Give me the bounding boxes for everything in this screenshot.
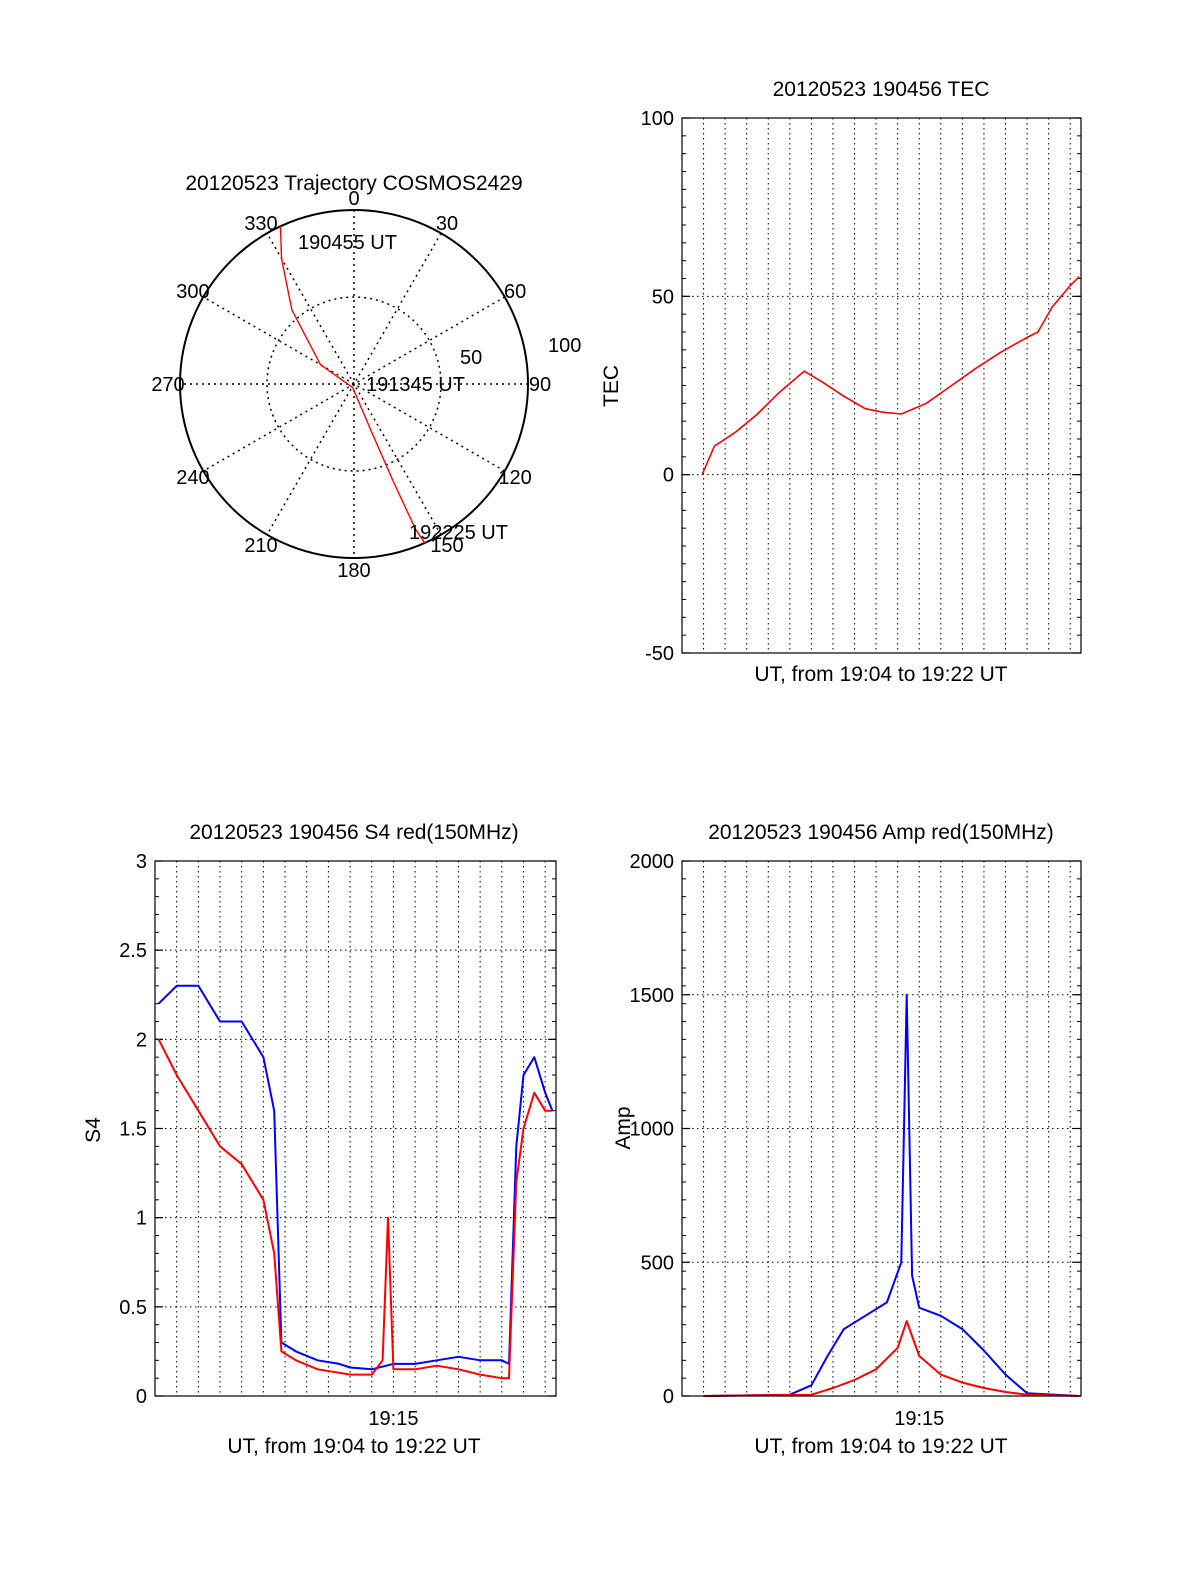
- polar-angle-label-180: 180: [337, 560, 370, 582]
- polar-radial-label-100: 100: [548, 335, 581, 357]
- y-tick-label: 0: [663, 465, 674, 487]
- amp-plot-area: 0 500 1000 1500 2000 19:15: [630, 851, 1082, 1430]
- y-tick-label: 2: [136, 1029, 147, 1051]
- trajectory-line: [279, 226, 426, 544]
- polar-angle-label-240: 240: [176, 467, 209, 489]
- polar-angle-label-90: 90: [529, 374, 551, 396]
- trajectory-title: 20120523 Trajectory COSMOS2429: [185, 172, 522, 195]
- trajectory-panel: 20120523 Trajectory COSMOS2429 0 30 60 90 12…: [151, 172, 581, 582]
- plot-frame: [154, 860, 557, 1397]
- trajectory-start-label: 190455 UT: [298, 232, 397, 254]
- amp-x-label: UT, from 19:04 to 19:22 UT: [754, 1435, 1007, 1458]
- polar-angle-labels: 0 30 60 90 120 150 180 210 240 270 300 330: [151, 188, 551, 582]
- polar-spoke-150: [266, 232, 442, 536]
- y-tick-label: 1500: [630, 985, 675, 1007]
- y-tick-label: 500: [641, 1252, 674, 1274]
- trajectory-mid-label: 191345 UT: [366, 374, 465, 396]
- s4-y-label: S4: [82, 1117, 105, 1143]
- x-tick-label: 19:15: [368, 1408, 418, 1430]
- polar-angle-label-270: 270: [151, 374, 184, 396]
- y-tick-label: 3: [136, 851, 147, 873]
- polar-angle-label-150: 150: [430, 535, 463, 557]
- y-tick-label: 0: [663, 1386, 674, 1408]
- polar-radial-label-50: 50: [460, 347, 482, 369]
- amp-title: 20120523 190456 Amp red(150MHz): [708, 821, 1054, 844]
- y-tick-label: 100: [641, 108, 674, 130]
- s4-panel: 20120523 190456 S4 red(150MHz) 0 0.5 1 1.5 2…: [82, 821, 557, 1458]
- series-line-blue: [157, 984, 554, 1371]
- y-tick-label: 0.5: [119, 1297, 147, 1319]
- tec-plot-area: -50 0 50 100: [641, 108, 1082, 665]
- polar-angle-label-120: 120: [498, 467, 531, 489]
- s4-title: 20120523 190456 S4 red(150MHz): [189, 821, 518, 844]
- s4-plot-area: 0 0.5 1 1.5 2 2.5 3 19:15: [119, 851, 557, 1430]
- y-tick-label: 1: [136, 1208, 147, 1230]
- y-tick-label: -50: [645, 643, 674, 665]
- series-line-blue: [703, 993, 1080, 1397]
- series-line-red: [701, 276, 1080, 476]
- tec-x-label: UT, from 19:04 to 19:22 UT: [754, 663, 1007, 686]
- y-tick-label: 2.5: [119, 940, 147, 962]
- polar-angle-label-300: 300: [176, 281, 209, 303]
- series-line-red: [703, 1320, 1080, 1397]
- series-line-red: [157, 1038, 553, 1380]
- y-tick-label: 2000: [630, 851, 675, 873]
- s4-x-label: UT, from 19:04 to 19:22 UT: [227, 1435, 480, 1458]
- polar-angle-label-330: 330: [244, 213, 277, 235]
- polar-angle-label-0: 0: [348, 188, 359, 210]
- amp-panel: 20120523 190456 Amp red(150MHz) 0 500 1000…: [612, 821, 1082, 1458]
- y-tick-label: 1000: [630, 1119, 675, 1141]
- trajectory-track: [279, 226, 426, 544]
- plot-frame: [681, 117, 1082, 654]
- y-tick-label: 1.5: [119, 1119, 147, 1141]
- tec-y-label: TEC: [600, 365, 623, 407]
- y-tick-label: 50: [652, 286, 674, 308]
- polar-angle-label-30: 30: [436, 213, 458, 235]
- polar-angle-label-210: 210: [244, 535, 277, 557]
- polar-angle-label-60: 60: [504, 281, 526, 303]
- plot-background: [682, 861, 1081, 1396]
- x-tick-label: 19:15: [894, 1408, 944, 1430]
- y-tick-label: 0: [136, 1386, 147, 1408]
- plot-background: [682, 118, 1081, 653]
- polar-grid: [179, 209, 529, 559]
- tec-title: 20120523 190456 TEC: [773, 78, 990, 101]
- plot-frame: [681, 860, 1082, 1397]
- trajectory-end-label: 192225 UT: [409, 522, 508, 544]
- amp-y-label: Amp: [612, 1106, 635, 1149]
- tec-panel: 20120523 190456 TEC -50 0 50 100 UT, from 1…: [600, 78, 1082, 686]
- polar-inner-circle: [266, 296, 442, 472]
